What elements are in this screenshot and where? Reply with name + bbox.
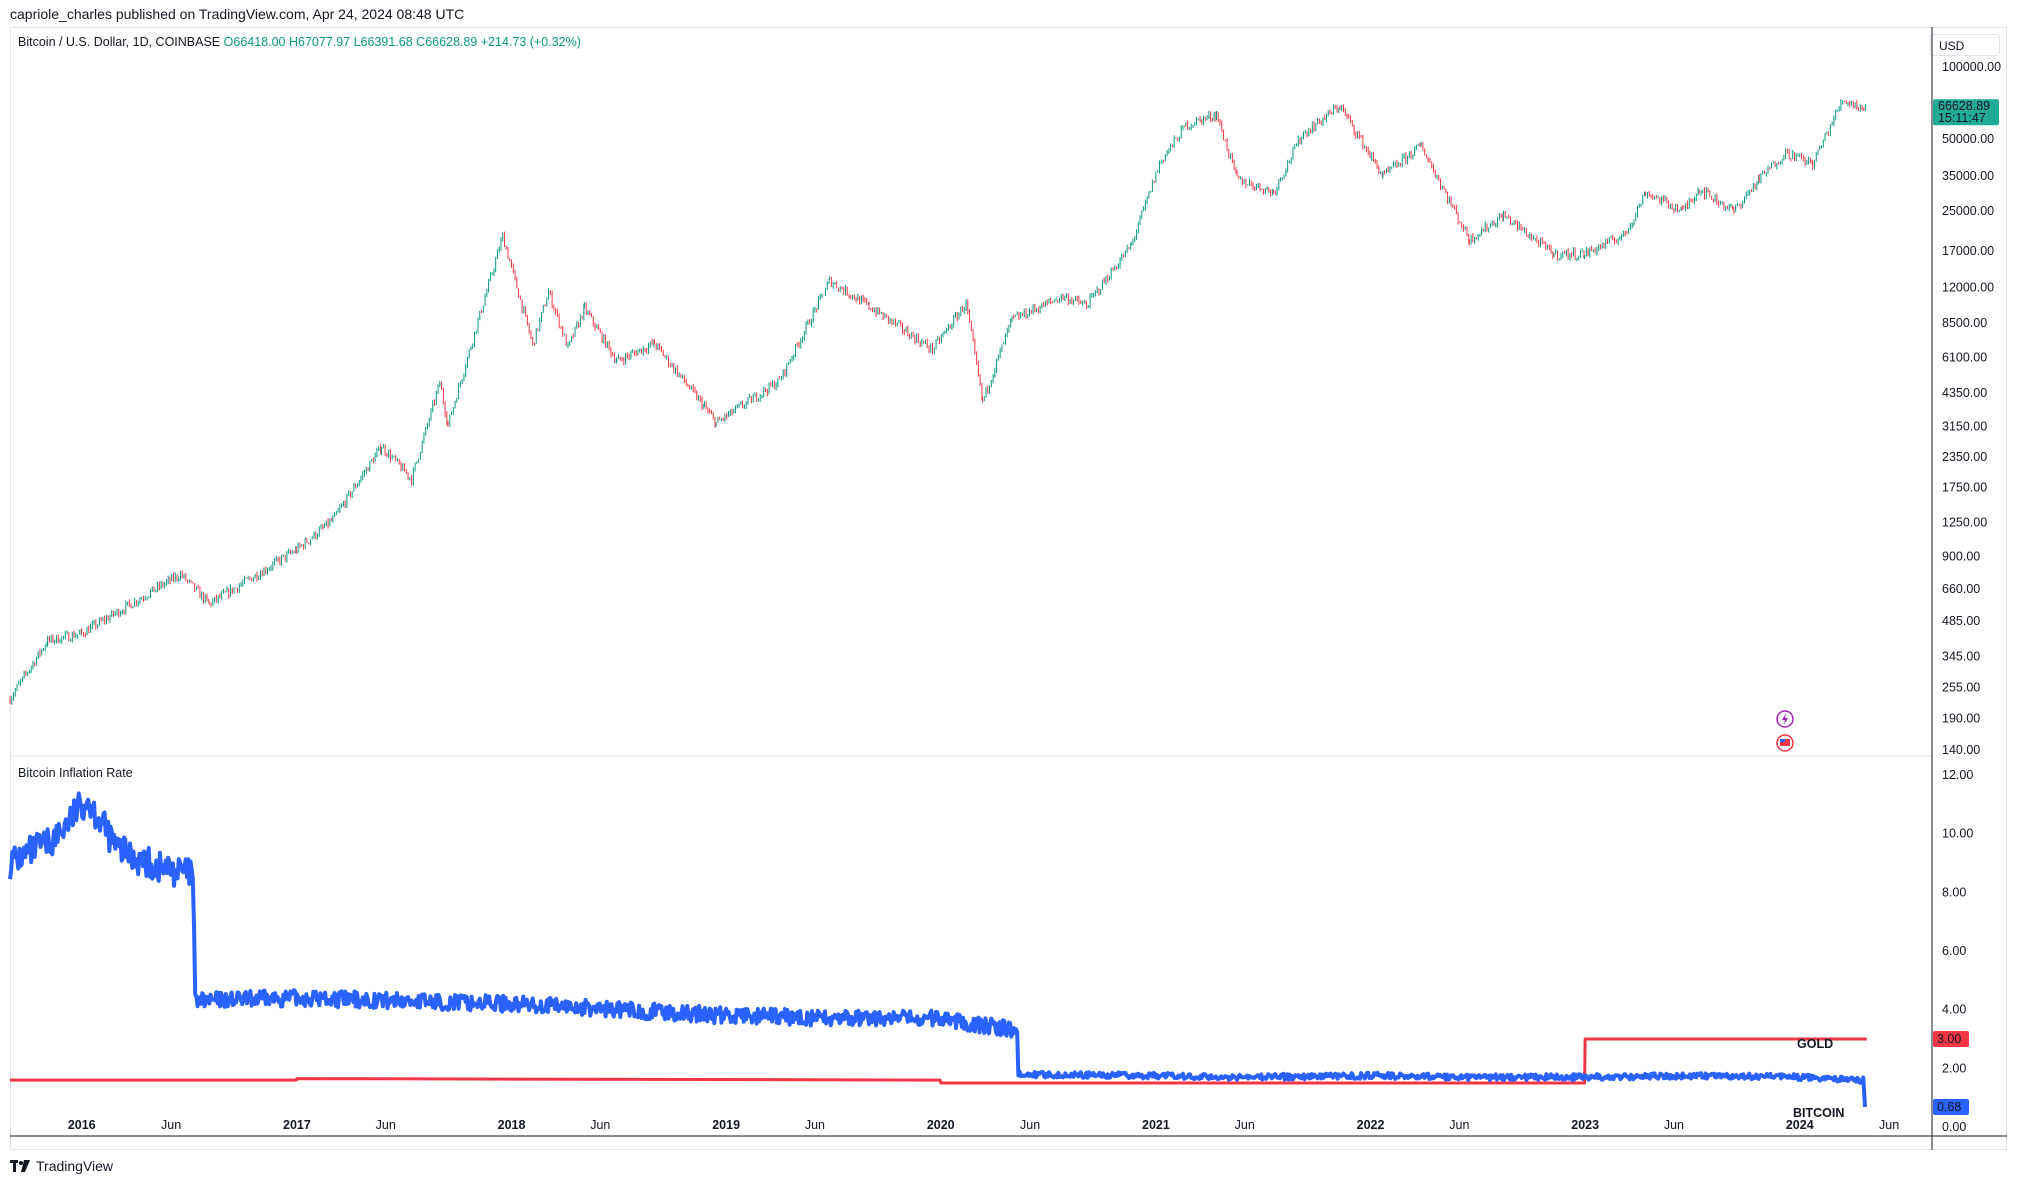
price-axis-tick: 345.00 <box>1942 649 1980 663</box>
price-axis-tick: 35000.00 <box>1942 169 1994 183</box>
us-flag-event-icon <box>1780 739 1790 746</box>
footer-brand-label: TradingView <box>36 1158 114 1174</box>
time-axis-tick: Jun <box>1449 1118 1469 1132</box>
time-axis-tick: Jun <box>161 1118 181 1132</box>
bitcoin-line <box>8 791 1868 1108</box>
bitcoin-series-label: BITCOIN <box>1793 1106 1844 1120</box>
time-axis-tick: Jun <box>376 1118 396 1132</box>
tradingview-logo-icon <box>10 1160 30 1172</box>
price-axis-tick: 2350.00 <box>1942 450 1987 464</box>
price-axis-tick: 255.00 <box>1942 681 1980 695</box>
indicator-axis-tick: 0.00 <box>1942 1120 1966 1134</box>
time-axis-tick: 2023 <box>1571 1118 1599 1132</box>
time-axis-tick: 2018 <box>498 1118 526 1132</box>
time-axis-tick: Jun <box>590 1118 610 1132</box>
symbol-legend: Bitcoin / U.S. Dollar, 1D, COINBASE O664… <box>18 35 581 49</box>
indicator-axis-tick: 6.00 <box>1942 944 1966 958</box>
time-axis-tick: Jun <box>1020 1118 1040 1132</box>
time-axis-tick: 2020 <box>927 1118 955 1132</box>
gold-series-label: GOLD <box>1797 1037 1833 1051</box>
price-axis-tick: 100000.00 <box>1942 60 2001 74</box>
time-axis-tick: Jun <box>1664 1118 1684 1132</box>
indicator-axis-tick: 2.00 <box>1942 1061 1966 1075</box>
price-axis-tick: 190.00 <box>1942 711 1980 725</box>
indicator-title: Bitcoin Inflation Rate <box>18 766 133 780</box>
indicator-axis-tick: 10.00 <box>1942 827 1973 841</box>
time-axis-tick: 2024 <box>1786 1118 1814 1132</box>
price-axis-tick: 8500.00 <box>1942 316 1987 330</box>
price-axis-tick: 17000.00 <box>1942 244 1994 258</box>
bar-countdown: 15:11:47 <box>1938 111 1986 125</box>
us-flag-event-icon <box>1780 739 1785 742</box>
indicator-axis-tick: 4.00 <box>1942 1003 1966 1017</box>
price-axis-tick: 140.00 <box>1942 743 1980 757</box>
time-axis-tick: 2017 <box>283 1118 311 1132</box>
last-price-tag <box>1933 99 1999 126</box>
price-axis-tick: 12000.00 <box>1942 280 1994 294</box>
time-axis-tick: Jun <box>1879 1118 1899 1132</box>
symbol-description: Bitcoin / U.S. Dollar, 1D, COINBASE <box>18 35 221 49</box>
gold-value-label: 3.00 <box>1937 1032 1961 1046</box>
price-axis-tick: 3150.00 <box>1942 419 1987 433</box>
price-axis-tick: 25000.00 <box>1942 204 1994 218</box>
footer-brand: TradingView <box>10 1158 113 1174</box>
chart-frame <box>10 27 2007 1150</box>
indicator-axis-tick: 12.00 <box>1942 768 1973 782</box>
bitcoin-value-tag <box>1933 1099 1969 1116</box>
gold-line <box>10 1037 1867 1085</box>
currency-button[interactable]: USD <box>1930 34 2000 56</box>
last-price-value: 66628.89 <box>1938 99 1990 113</box>
price-axis-tick: 50000.00 <box>1942 132 1994 146</box>
time-axis-tick: 2019 <box>712 1118 740 1132</box>
price-axis-tick: 1250.00 <box>1942 515 1987 529</box>
bitcoin-value-label: 0.68 <box>1937 1100 1961 1114</box>
price-axis-tick: 485.00 <box>1942 614 1980 628</box>
price-axis-tick: 4350.00 <box>1942 386 1987 400</box>
time-axis-tick: Jun <box>1235 1118 1255 1132</box>
price-axis-tick: 6100.00 <box>1942 351 1987 365</box>
lightning-event-icon <box>1782 713 1788 725</box>
indicator-axis-tick: 8.00 <box>1942 885 1966 899</box>
time-axis-tick: 2016 <box>68 1118 96 1132</box>
publisher-header: capriole_charles published on TradingVie… <box>10 6 465 22</box>
gold-value-tag <box>1933 1031 1969 1047</box>
time-axis-tick: 2021 <box>1142 1118 1170 1132</box>
price-axis-tick: 900.00 <box>1942 550 1980 564</box>
time-axis-tick: 2022 <box>1357 1118 1385 1132</box>
price-axis-tick: 1750.00 <box>1942 480 1987 494</box>
price-axis-tick: 660.00 <box>1942 582 1980 596</box>
ohlc-values: O66418.00 H67077.97 L66391.68 C66628.89 … <box>223 35 581 49</box>
time-axis-tick: Jun <box>805 1118 825 1132</box>
